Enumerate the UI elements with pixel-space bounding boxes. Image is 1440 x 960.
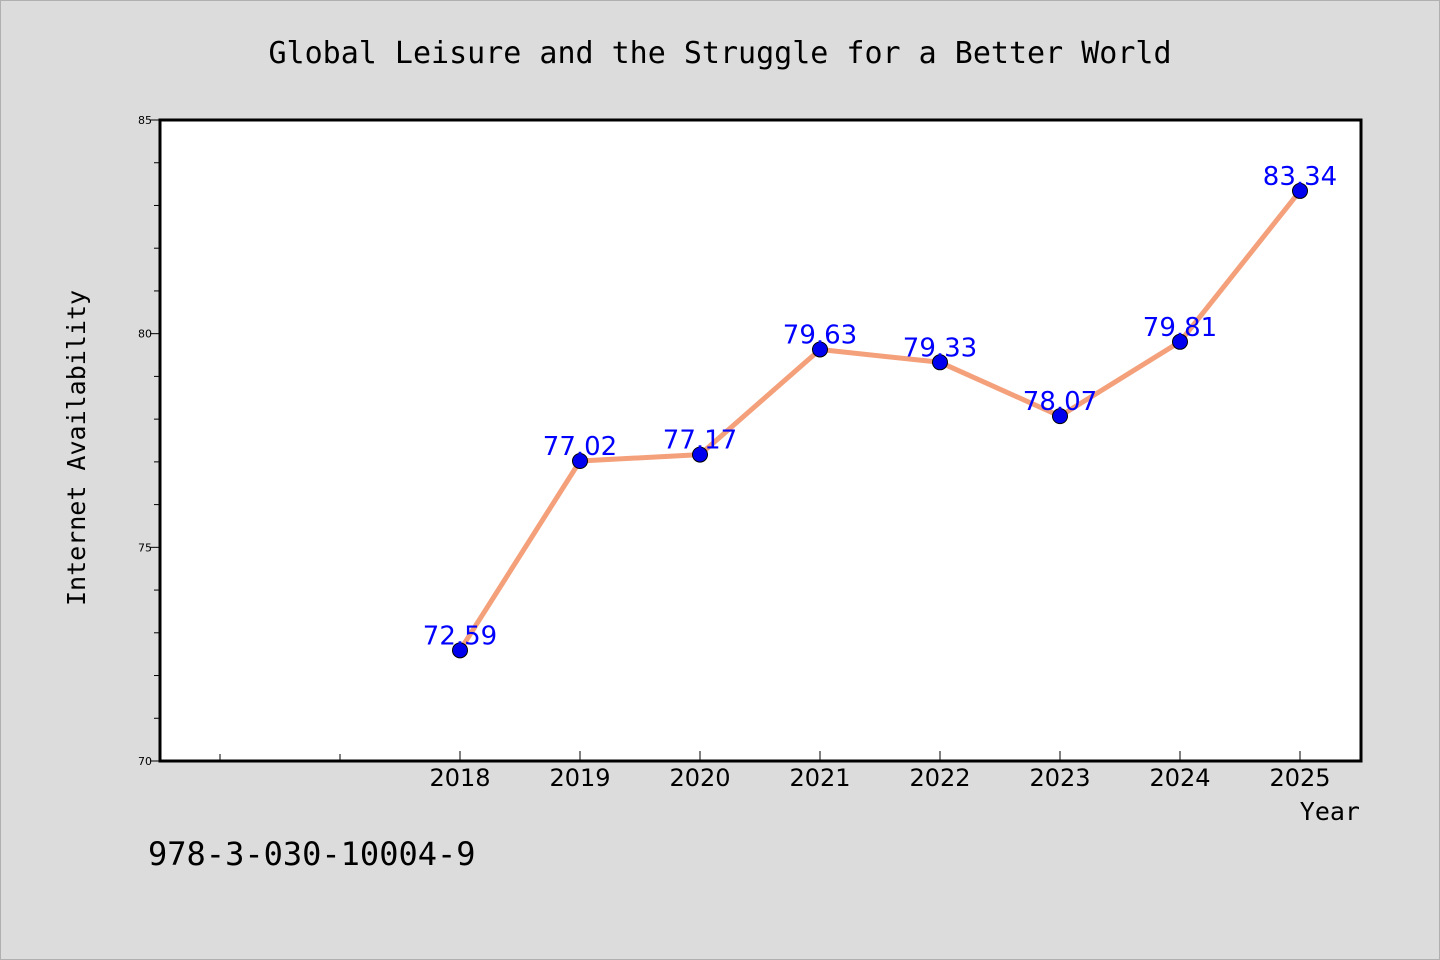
data-label: 79.63 — [783, 320, 857, 350]
x-tick-label: 2021 — [789, 764, 850, 792]
y-axis-label: Internet Availability — [62, 290, 91, 606]
data-point — [452, 642, 468, 659]
data-label: 77.02 — [543, 432, 617, 462]
y-tick-label: 85 — [138, 114, 152, 127]
x-tick-label: 2020 — [669, 764, 730, 792]
data-point — [932, 354, 948, 371]
y-tick-label: 70 — [138, 755, 152, 768]
data-label: 72.59 — [423, 621, 497, 651]
y-tick-label: 80 — [138, 328, 152, 341]
y-axis: 70 75 80 85 — [138, 114, 160, 768]
data-point — [692, 446, 708, 463]
x-tick-label: 2019 — [549, 764, 610, 792]
x-tick-label: 2024 — [1149, 764, 1210, 792]
data-label: 83.34 — [1263, 162, 1337, 192]
x-axis: 2018 2019 2020 2021 2022 2023 2024 2025 — [219, 751, 1331, 792]
data-point — [572, 453, 588, 470]
data-point — [1292, 182, 1308, 199]
x-tick-label: 2025 — [1269, 764, 1330, 792]
isbn-footnote: 978-3-030-10004-9 — [148, 835, 476, 873]
data-point — [1172, 333, 1188, 350]
data-point — [1052, 408, 1068, 425]
series-line — [457, 189, 1302, 652]
data-label: 79.81 — [1143, 313, 1217, 343]
series-group: 72.59 77.02 77.17 79.63 79.33 78.07 79.81 83.34 — [423, 162, 1337, 659]
y-tick-label: 75 — [138, 541, 152, 554]
data-label: 79.33 — [903, 333, 977, 363]
x-axis-label: Year — [1300, 797, 1360, 826]
x-tick-label: 2018 — [429, 764, 490, 792]
data-label: 77.17 — [663, 426, 737, 456]
chart-title: Global Leisure and the Struggle for a Be… — [268, 36, 1171, 71]
data-point — [812, 341, 828, 358]
plot-area — [158, 118, 1363, 763]
x-tick-label: 2022 — [909, 764, 970, 792]
x-tick-label: 2023 — [1029, 764, 1090, 792]
data-label: 78.07 — [1023, 387, 1097, 417]
